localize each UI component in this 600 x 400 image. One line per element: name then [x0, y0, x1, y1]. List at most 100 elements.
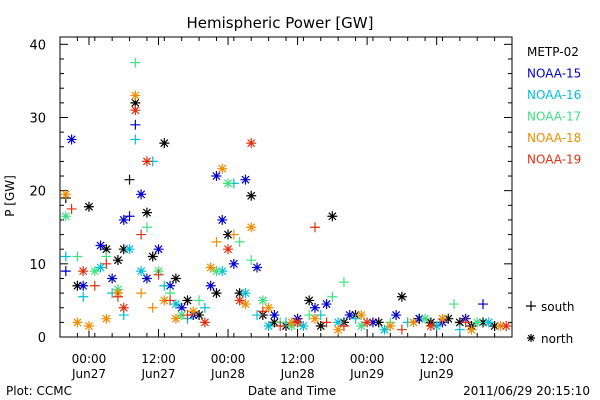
south-marker — [234, 236, 245, 247]
north-marker — [431, 321, 442, 332]
north-marker — [83, 321, 94, 332]
north-marker — [437, 313, 448, 324]
north-marker — [425, 321, 436, 332]
south-marker — [130, 119, 141, 130]
north-marker — [211, 266, 222, 277]
north-marker — [321, 299, 332, 310]
north-marker — [257, 295, 268, 306]
south-marker — [228, 229, 239, 240]
north-marker — [309, 313, 320, 324]
north-marker — [304, 295, 315, 306]
north-marker — [472, 317, 483, 328]
legend: METP-02 NOAA-15 NOAA-16 NOAA-17 NOAA-18 NOAA-… — [526, 45, 581, 346]
north-marker — [217, 163, 228, 174]
x-axis-ticks: 00:00Jun2712:00Jun2700:00Jun2812:00Jun28… — [59, 37, 513, 381]
north-marker — [112, 255, 123, 266]
north-marker — [211, 288, 222, 299]
south-marker — [165, 295, 176, 306]
y-tick-label: 0 — [38, 331, 46, 346]
north-marker — [78, 280, 89, 291]
north-marker — [66, 134, 77, 145]
south-marker — [194, 295, 205, 306]
north-marker — [165, 280, 176, 291]
x-tick-date: Jun29 — [419, 367, 454, 381]
x-tick-time: 00:00 — [350, 352, 385, 366]
north-marker — [118, 244, 129, 255]
south-marker — [199, 302, 210, 313]
y-axis-ticks: 0 10 20 30 40 — [29, 38, 512, 346]
north-marker — [141, 207, 152, 218]
south-marker — [454, 324, 465, 335]
south-marker — [327, 291, 338, 302]
north-marker — [385, 321, 396, 332]
north-marker — [315, 321, 326, 332]
south-marker — [257, 306, 268, 317]
south-marker — [246, 255, 257, 266]
north-marker — [356, 321, 367, 332]
north-marker — [199, 317, 210, 328]
plot-frame — [59, 36, 513, 338]
north-marker — [240, 174, 251, 185]
legend-series-label: METP-02 — [527, 45, 579, 59]
north-marker — [454, 317, 465, 328]
north-marker — [118, 214, 129, 225]
south-marker — [130, 134, 141, 145]
south-marker — [338, 321, 349, 332]
south-marker — [141, 222, 152, 233]
x-tick-time: 00:00 — [211, 352, 246, 366]
north-marker — [60, 211, 71, 222]
north-marker — [501, 321, 512, 332]
legend-series-label: NOAA-17 — [527, 110, 581, 124]
north-marker — [391, 310, 402, 321]
north-marker — [170, 313, 181, 324]
north-marker — [489, 321, 500, 332]
north-marker — [217, 266, 228, 277]
north-marker — [269, 317, 280, 328]
x-tick-time: 12:00 — [280, 352, 315, 366]
north-marker — [118, 302, 129, 313]
south-marker — [101, 258, 112, 269]
y-tick-label: 20 — [29, 185, 46, 200]
south-marker — [321, 317, 332, 328]
north-marker — [269, 310, 280, 321]
north-marker — [240, 288, 251, 299]
x-tick-time: 12:00 — [141, 352, 176, 366]
north-marker — [194, 310, 205, 321]
north-marker — [130, 105, 141, 116]
north-marker — [263, 321, 274, 332]
north-marker — [483, 317, 494, 328]
north-marker — [292, 317, 303, 328]
x-tick-date: Jun28 — [280, 367, 315, 381]
north-marker — [211, 171, 222, 182]
legend-marker-label: north — [541, 332, 573, 346]
x-axis-label: Date and Time — [248, 384, 336, 398]
north-marker — [246, 138, 257, 149]
north-marker — [234, 288, 245, 299]
north-marker — [396, 291, 407, 302]
legend-series-label: NOAA-18 — [527, 131, 581, 145]
north-marker — [188, 306, 199, 317]
south-marker — [304, 310, 315, 321]
north-marker — [176, 310, 187, 321]
south-marker — [460, 317, 471, 328]
data-points — [60, 57, 512, 335]
south-marker — [60, 266, 71, 277]
north-marker — [234, 295, 245, 306]
north-marker — [136, 189, 147, 200]
x-tick-date: Jun29 — [349, 367, 384, 381]
north-marker — [217, 214, 228, 225]
north-marker — [327, 211, 338, 222]
north-marker — [252, 262, 263, 273]
north-marker — [205, 262, 216, 273]
south-marker — [136, 229, 147, 240]
south-marker — [396, 324, 407, 335]
north-marker — [136, 266, 147, 277]
north-marker — [72, 280, 83, 291]
north-marker — [159, 295, 170, 306]
north-marker — [495, 321, 506, 332]
legend-series-label: NOAA-16 — [527, 88, 581, 102]
x-tick-time: 12:00 — [419, 352, 454, 366]
north-marker — [182, 295, 193, 306]
north-marker — [141, 156, 152, 167]
